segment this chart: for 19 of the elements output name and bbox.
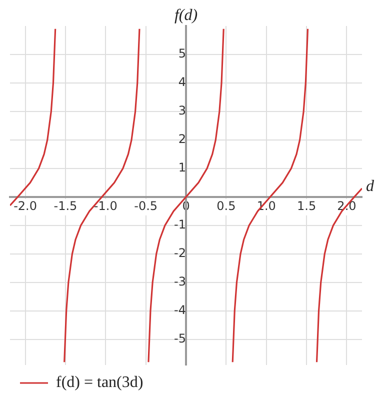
y-tick-label: 2	[178, 132, 186, 146]
x-tick-label: 1.5	[297, 199, 316, 214]
x-tick-label: 0.5	[216, 199, 236, 214]
y-tick-label: -5	[174, 331, 186, 346]
legend-label: f(d) = tan(3d)	[56, 374, 144, 392]
y-tick-label: 3	[178, 104, 186, 118]
y-tick-label: -1	[174, 218, 186, 232]
y-tick-label: 4	[178, 75, 186, 90]
y-tick-label: -3	[174, 274, 186, 289]
x-tick-label: -1.5	[54, 199, 78, 214]
x-axis-title: d	[366, 178, 375, 196]
y-axis-title: f(d)	[174, 7, 198, 24]
x-tick-label: -1.0	[94, 199, 118, 214]
y-tick-label: -2	[174, 246, 186, 260]
y-tick-label: 1	[178, 160, 186, 175]
x-tick-label: -0.5	[134, 199, 158, 214]
y-tick-label: 5	[178, 46, 186, 61]
y-tick-label: -4	[174, 303, 186, 317]
x-tick-label: -2.0	[14, 199, 37, 214]
